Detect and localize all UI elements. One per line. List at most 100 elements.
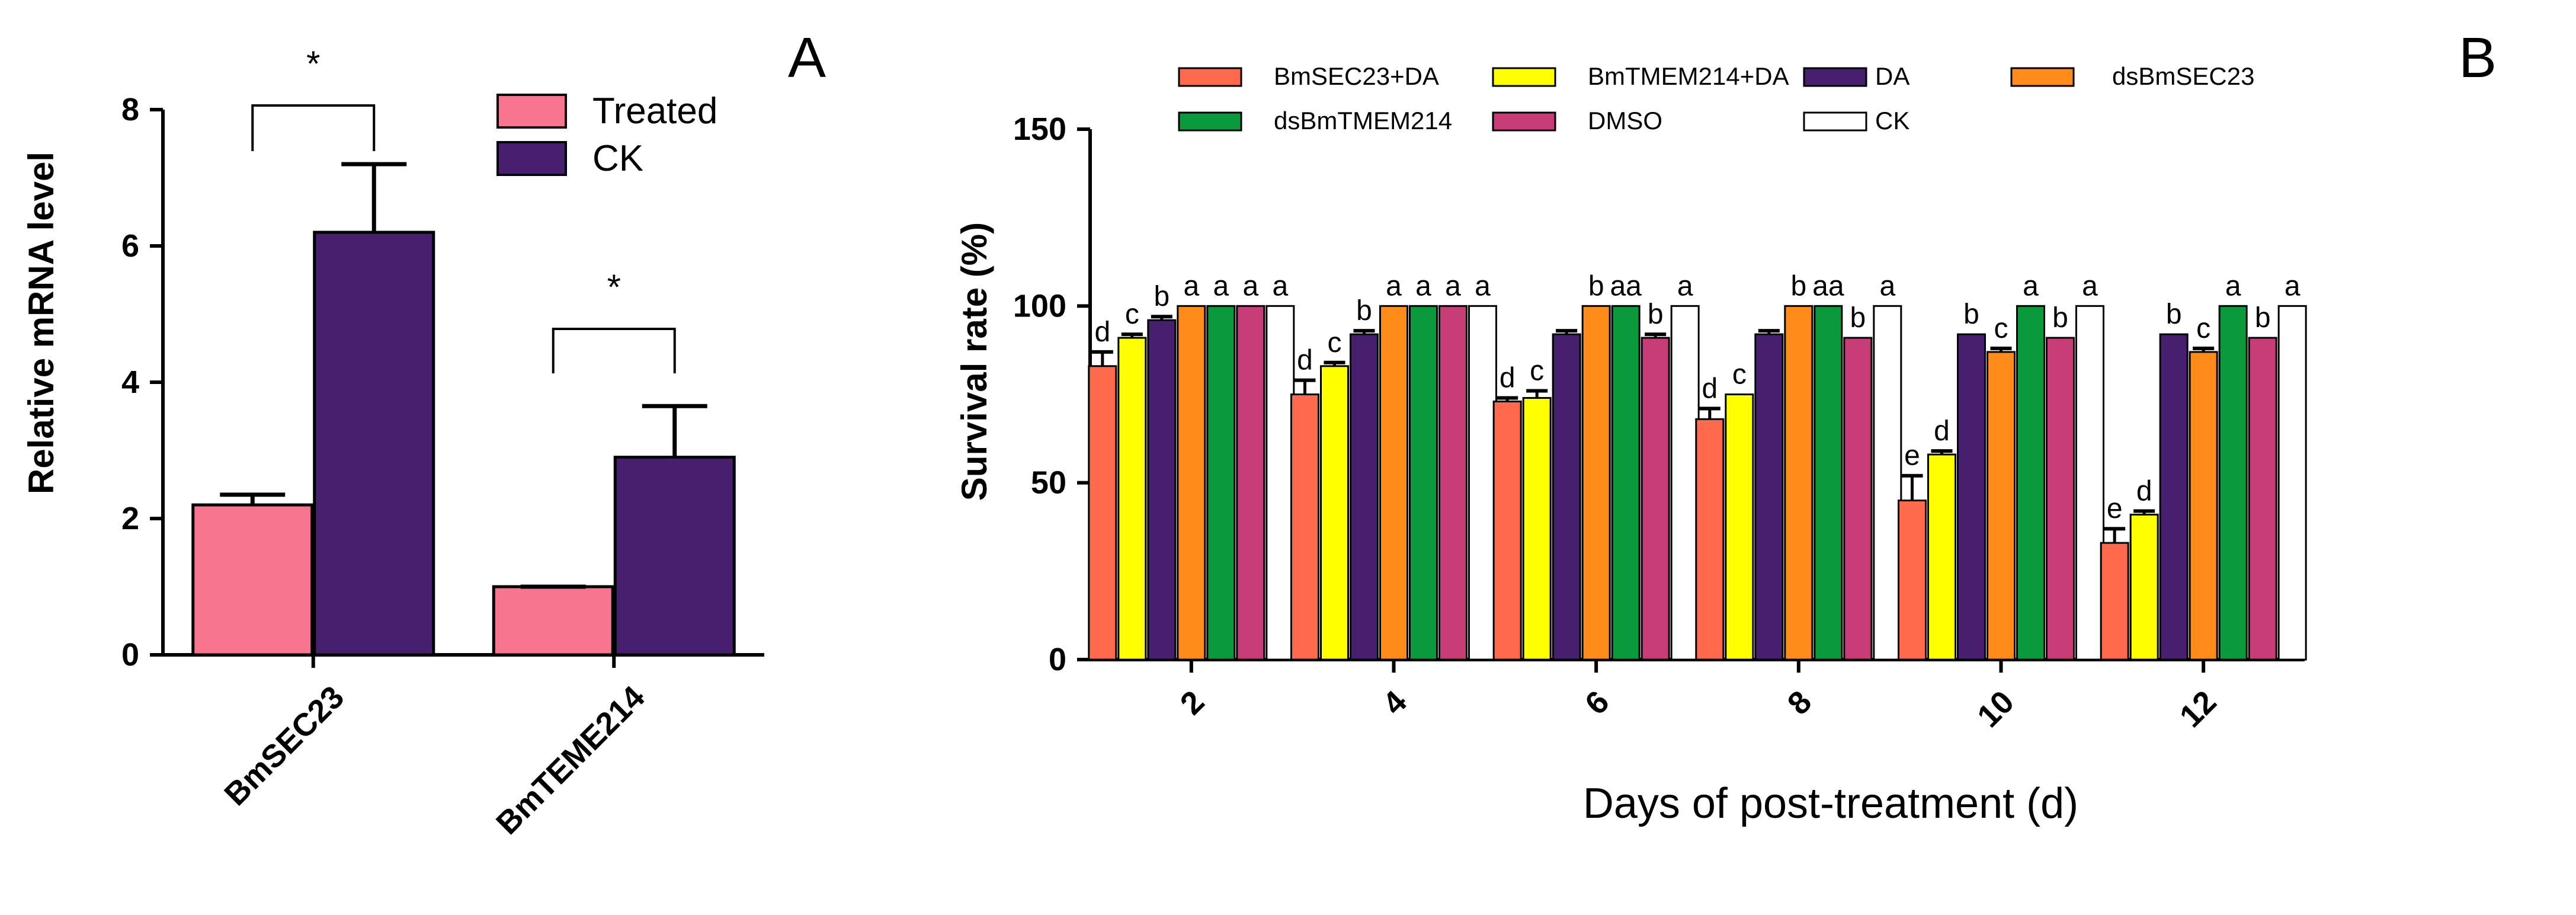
x-tick-label: 6 xyxy=(1578,684,1616,722)
legend-label: Treated xyxy=(592,91,717,132)
bar xyxy=(2248,337,2277,661)
legend-label: DA xyxy=(1875,62,1909,90)
significance-letter: c xyxy=(1530,356,1544,387)
significance-marker: * xyxy=(607,267,621,307)
bar xyxy=(1552,333,1581,661)
bar xyxy=(1177,305,1206,661)
significance-letter: a xyxy=(1183,270,1199,302)
significance-letter: b xyxy=(1588,270,1604,302)
bar xyxy=(1320,365,1349,661)
significance-letter: d xyxy=(1934,415,1950,447)
bar xyxy=(492,585,614,657)
bar xyxy=(1898,500,1927,661)
legend-swatch xyxy=(1803,67,1867,87)
bar xyxy=(1581,305,1611,661)
panel-a-bars xyxy=(191,162,736,657)
significance-letter: a xyxy=(1415,270,1431,302)
significance-letter: a xyxy=(1475,270,1491,302)
significance-letter: c xyxy=(1994,313,2008,344)
legend-label: BmTMEM214+DA xyxy=(1588,62,1789,90)
significance-letter: c xyxy=(1125,299,1139,330)
y-tick-label: 6 xyxy=(121,228,139,264)
bar xyxy=(1695,418,1725,661)
bar xyxy=(1147,319,1177,661)
bar xyxy=(1611,305,1641,661)
y-tick-label: 4 xyxy=(121,364,139,400)
panel-a: A 0 2 4 6 8 BmSEC23 BmTEME214 * * Treated CK Rel… xyxy=(21,26,826,842)
bar xyxy=(2100,542,2129,661)
bar xyxy=(1117,337,1147,661)
bar xyxy=(2159,333,2189,661)
panel-a-label: A xyxy=(788,26,826,89)
panel-a-legend: Treated CK xyxy=(496,91,717,179)
bar xyxy=(1492,400,1522,661)
significance-letter: aa xyxy=(1610,270,1642,302)
legend-swatch xyxy=(1492,111,1556,132)
panel-b-x-axis-title: Days of post-treatment (d) xyxy=(1583,780,2078,827)
bar xyxy=(1379,305,1408,661)
y-tick-label: 100 xyxy=(1013,288,1066,324)
y-tick-label: 150 xyxy=(1013,111,1066,147)
legend-swatch xyxy=(496,141,567,176)
x-tick-label: BmSEC23 xyxy=(217,679,351,812)
significance-letter: b xyxy=(2255,302,2271,334)
significance-letter: a xyxy=(1386,270,1402,302)
significance-letter: c xyxy=(1732,359,1747,391)
x-tick-label: BmTEME214 xyxy=(489,679,652,842)
legend-label: CK xyxy=(592,138,643,179)
bar xyxy=(1409,305,1438,661)
bar xyxy=(1957,333,1986,661)
bar xyxy=(1784,305,1814,661)
bar xyxy=(1350,333,1379,661)
significance-letter: a xyxy=(2082,270,2098,302)
legend-label: CK xyxy=(1875,107,1909,135)
bar xyxy=(1725,393,1754,661)
y-tick-label: 8 xyxy=(121,92,139,127)
bar xyxy=(1290,393,1319,661)
significance-letter: aa xyxy=(1812,270,1844,302)
significance-letter: e xyxy=(2107,493,2123,524)
bar xyxy=(1522,396,1552,661)
legend-swatch xyxy=(496,94,567,129)
significance-letter: b xyxy=(1790,270,1806,302)
bar xyxy=(1438,305,1468,661)
y-tick-label: 0 xyxy=(121,637,139,673)
bar xyxy=(1641,337,1670,661)
significance-letter: d xyxy=(1500,362,1516,393)
significance-letter: b xyxy=(1963,299,1979,330)
bar xyxy=(2129,513,2159,661)
significance-letter: a xyxy=(2023,270,2039,302)
significance-letter: a xyxy=(1879,270,1895,302)
bar xyxy=(1236,305,1265,661)
legend-swatch xyxy=(1492,67,1556,87)
significance-letter: d xyxy=(1094,316,1110,348)
legend-label: DMSO xyxy=(1588,107,1662,135)
significance-letter: d xyxy=(1297,345,1313,376)
bar xyxy=(613,456,736,657)
y-tick-label: 50 xyxy=(1031,465,1066,501)
significance-letter: a xyxy=(1242,270,1258,302)
bar xyxy=(2277,305,2307,661)
significance-letter: a xyxy=(1445,270,1461,302)
panel-a-y-axis-title: Relative mRNA level xyxy=(21,152,61,494)
y-tick-label: 2 xyxy=(121,501,139,536)
bar xyxy=(191,503,314,657)
bar xyxy=(1843,337,1873,661)
bar xyxy=(2189,351,2218,661)
bar xyxy=(1670,305,1700,661)
bar xyxy=(1206,305,1236,661)
significance-marker: * xyxy=(306,44,320,84)
bar xyxy=(2046,337,2075,661)
bar xyxy=(1873,305,1902,661)
legend-label: dsBmSEC23 xyxy=(2112,62,2254,90)
bar xyxy=(313,231,435,657)
panel-b-y-axis-title: Survival rate (%) xyxy=(954,222,994,501)
y-tick-label: 0 xyxy=(1049,642,1066,677)
legend-swatch xyxy=(1178,67,1242,87)
significance-letter: a xyxy=(2285,270,2301,302)
significance-letter: b xyxy=(1850,302,1866,334)
significance-letter: a xyxy=(1213,270,1229,302)
